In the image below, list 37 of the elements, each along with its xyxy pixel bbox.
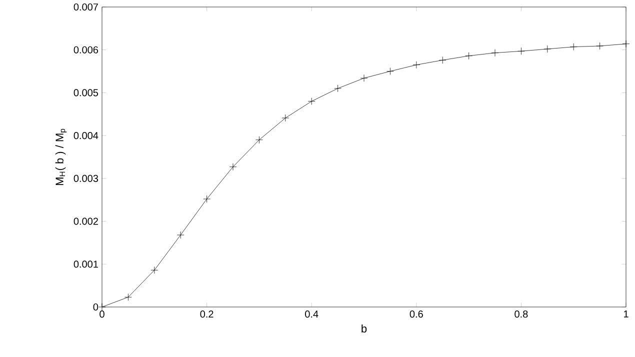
x-tick-label: 0.4 xyxy=(305,310,318,318)
point xyxy=(203,195,210,203)
point xyxy=(98,303,106,311)
x-tick-label: 0 xyxy=(100,310,104,318)
point xyxy=(518,47,525,55)
point xyxy=(438,56,446,64)
point xyxy=(176,231,184,239)
point xyxy=(282,114,290,122)
point xyxy=(256,136,263,144)
point xyxy=(229,163,237,171)
point xyxy=(308,98,316,105)
y-tick-label: 0 xyxy=(93,303,98,311)
y-tick-label: 0.007 xyxy=(74,3,98,11)
point xyxy=(124,293,132,301)
point xyxy=(570,43,578,51)
y-tick-label: 0.006 xyxy=(74,46,98,54)
x-axis-title: b xyxy=(362,324,367,333)
point xyxy=(150,266,158,274)
x-tick-label: 0.6 xyxy=(410,310,423,318)
point xyxy=(622,40,630,48)
x-tick-label: 0.2 xyxy=(200,310,214,318)
y-axis-title: M$_{H}$( b ) / M$_{p}$ xyxy=(55,128,67,186)
point xyxy=(491,49,499,57)
point xyxy=(596,42,604,50)
point xyxy=(334,84,342,92)
x-tick-label: 0.8 xyxy=(514,310,528,318)
y-tick-label: 0.003 xyxy=(74,174,98,182)
x-tick-label: 1 xyxy=(624,310,628,318)
point xyxy=(412,61,420,69)
point xyxy=(386,68,394,75)
y-tick-label: 0.005 xyxy=(74,89,98,96)
point xyxy=(465,52,472,60)
point xyxy=(544,45,552,53)
y-tick-label: 0.002 xyxy=(74,218,98,225)
y-tick-label: 0.004 xyxy=(74,132,98,140)
point xyxy=(360,74,368,82)
y-tick-label: 0.001 xyxy=(74,260,98,268)
